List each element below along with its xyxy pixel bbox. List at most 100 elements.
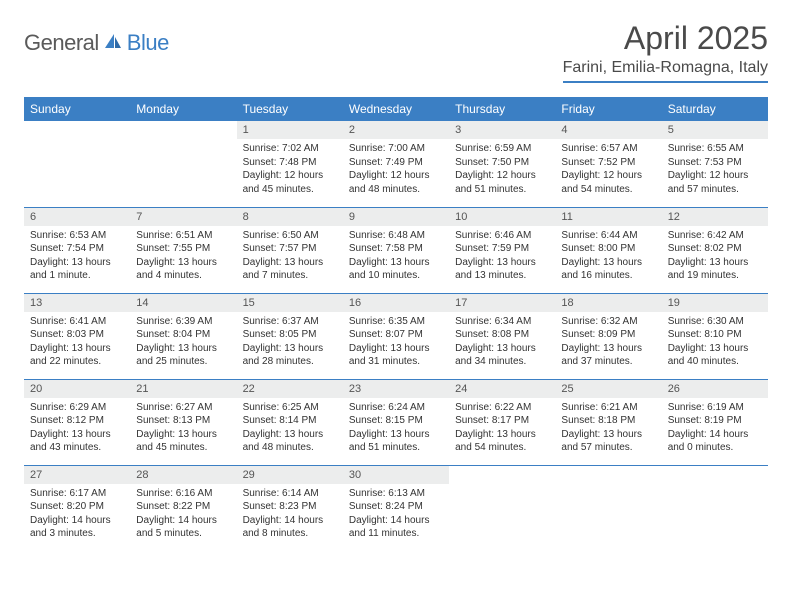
- day-details: Sunrise: 6:44 AMSunset: 8:00 PMDaylight:…: [555, 226, 661, 287]
- sunrise-text: Sunrise: 6:32 AM: [561, 315, 655, 329]
- day-number: 12: [662, 208, 768, 226]
- calendar-day-cell: ..: [555, 465, 661, 551]
- sunrise-text: Sunrise: 6:44 AM: [561, 229, 655, 243]
- sail-icon: [103, 32, 123, 55]
- weekday-header: Saturday: [662, 97, 768, 121]
- day-details: Sunrise: 6:27 AMSunset: 8:13 PMDaylight:…: [130, 398, 236, 459]
- sunset-text: Sunset: 7:53 PM: [668, 156, 762, 170]
- sunrise-text: Sunrise: 6:21 AM: [561, 401, 655, 415]
- sunrise-text: Sunrise: 6:46 AM: [455, 229, 549, 243]
- calendar-day-cell: 21Sunrise: 6:27 AMSunset: 8:13 PMDayligh…: [130, 379, 236, 465]
- calendar-day-cell: 23Sunrise: 6:24 AMSunset: 8:15 PMDayligh…: [343, 379, 449, 465]
- month-title: April 2025: [563, 20, 768, 57]
- daylight-text: Daylight: 14 hours and 8 minutes.: [243, 514, 337, 541]
- sunset-text: Sunset: 7:50 PM: [455, 156, 549, 170]
- day-number: 24: [449, 380, 555, 398]
- daylight-text: Daylight: 13 hours and 51 minutes.: [349, 428, 443, 455]
- day-number: 3: [449, 121, 555, 139]
- day-number: 7: [130, 208, 236, 226]
- sunrise-text: Sunrise: 6:27 AM: [136, 401, 230, 415]
- daylight-text: Daylight: 13 hours and 1 minute.: [30, 256, 124, 283]
- day-number: 30: [343, 466, 449, 484]
- calendar-day-cell: 5Sunrise: 6:55 AMSunset: 7:53 PMDaylight…: [662, 121, 768, 207]
- daylight-text: Daylight: 13 hours and 34 minutes.: [455, 342, 549, 369]
- logo: General Blue: [24, 20, 169, 56]
- day-details: Sunrise: 7:00 AMSunset: 7:49 PMDaylight:…: [343, 139, 449, 200]
- calendar-table: SundayMondayTuesdayWednesdayThursdayFrid…: [24, 97, 768, 551]
- day-number: 4: [555, 121, 661, 139]
- sunset-text: Sunset: 8:17 PM: [455, 414, 549, 428]
- daylight-text: Daylight: 13 hours and 10 minutes.: [349, 256, 443, 283]
- day-details: Sunrise: 6:13 AMSunset: 8:24 PMDaylight:…: [343, 484, 449, 545]
- sunset-text: Sunset: 8:20 PM: [30, 500, 124, 514]
- daylight-text: Daylight: 12 hours and 51 minutes.: [455, 169, 549, 196]
- day-number: 22: [237, 380, 343, 398]
- calendar-day-cell: 19Sunrise: 6:30 AMSunset: 8:10 PMDayligh…: [662, 293, 768, 379]
- calendar-day-cell: 28Sunrise: 6:16 AMSunset: 8:22 PMDayligh…: [130, 465, 236, 551]
- day-number: 28: [130, 466, 236, 484]
- sunrise-text: Sunrise: 7:02 AM: [243, 142, 337, 156]
- daylight-text: Daylight: 12 hours and 57 minutes.: [668, 169, 762, 196]
- day-details: Sunrise: 6:14 AMSunset: 8:23 PMDaylight:…: [237, 484, 343, 545]
- calendar-day-cell: 16Sunrise: 6:35 AMSunset: 8:07 PMDayligh…: [343, 293, 449, 379]
- calendar-day-cell: 13Sunrise: 6:41 AMSunset: 8:03 PMDayligh…: [24, 293, 130, 379]
- calendar-week-row: 20Sunrise: 6:29 AMSunset: 8:12 PMDayligh…: [24, 379, 768, 465]
- day-number: 26: [662, 380, 768, 398]
- day-number: 5: [662, 121, 768, 139]
- day-details: Sunrise: 6:48 AMSunset: 7:58 PMDaylight:…: [343, 226, 449, 287]
- calendar-day-cell: 7Sunrise: 6:51 AMSunset: 7:55 PMDaylight…: [130, 207, 236, 293]
- day-number: 25: [555, 380, 661, 398]
- daylight-text: Daylight: 13 hours and 7 minutes.: [243, 256, 337, 283]
- calendar-day-cell: 18Sunrise: 6:32 AMSunset: 8:09 PMDayligh…: [555, 293, 661, 379]
- day-number: 8: [237, 208, 343, 226]
- sunset-text: Sunset: 8:02 PM: [668, 242, 762, 256]
- calendar-week-row: 27Sunrise: 6:17 AMSunset: 8:20 PMDayligh…: [24, 465, 768, 551]
- sunset-text: Sunset: 8:03 PM: [30, 328, 124, 342]
- day-number: 6: [24, 208, 130, 226]
- sunrise-text: Sunrise: 6:25 AM: [243, 401, 337, 415]
- daylight-text: Daylight: 14 hours and 5 minutes.: [136, 514, 230, 541]
- sunset-text: Sunset: 8:00 PM: [561, 242, 655, 256]
- day-details: Sunrise: 6:34 AMSunset: 8:08 PMDaylight:…: [449, 312, 555, 373]
- day-details: Sunrise: 6:25 AMSunset: 8:14 PMDaylight:…: [237, 398, 343, 459]
- sunrise-text: Sunrise: 6:41 AM: [30, 315, 124, 329]
- sunset-text: Sunset: 8:04 PM: [136, 328, 230, 342]
- calendar-week-row: ....1Sunrise: 7:02 AMSunset: 7:48 PMDayl…: [24, 121, 768, 207]
- daylight-text: Daylight: 13 hours and 13 minutes.: [455, 256, 549, 283]
- sunset-text: Sunset: 7:54 PM: [30, 242, 124, 256]
- weekday-header: Monday: [130, 97, 236, 121]
- daylight-text: Daylight: 13 hours and 19 minutes.: [668, 256, 762, 283]
- daylight-text: Daylight: 13 hours and 31 minutes.: [349, 342, 443, 369]
- sunset-text: Sunset: 8:07 PM: [349, 328, 443, 342]
- title-block: April 2025 Farini, Emilia-Romagna, Italy: [563, 20, 768, 83]
- daylight-text: Daylight: 13 hours and 25 minutes.: [136, 342, 230, 369]
- day-number: 27: [24, 466, 130, 484]
- sunset-text: Sunset: 8:22 PM: [136, 500, 230, 514]
- location: Farini, Emilia-Romagna, Italy: [563, 59, 768, 83]
- daylight-text: Daylight: 13 hours and 57 minutes.: [561, 428, 655, 455]
- sunset-text: Sunset: 8:08 PM: [455, 328, 549, 342]
- sunset-text: Sunset: 7:48 PM: [243, 156, 337, 170]
- sunset-text: Sunset: 7:59 PM: [455, 242, 549, 256]
- calendar-day-cell: 1Sunrise: 7:02 AMSunset: 7:48 PMDaylight…: [237, 121, 343, 207]
- calendar-day-cell: 26Sunrise: 6:19 AMSunset: 8:19 PMDayligh…: [662, 379, 768, 465]
- calendar-day-cell: 11Sunrise: 6:44 AMSunset: 8:00 PMDayligh…: [555, 207, 661, 293]
- daylight-text: Daylight: 13 hours and 28 minutes.: [243, 342, 337, 369]
- calendar-day-cell: 22Sunrise: 6:25 AMSunset: 8:14 PMDayligh…: [237, 379, 343, 465]
- day-number: 10: [449, 208, 555, 226]
- sunset-text: Sunset: 8:13 PM: [136, 414, 230, 428]
- weekday-header: Friday: [555, 97, 661, 121]
- day-details: Sunrise: 6:55 AMSunset: 7:53 PMDaylight:…: [662, 139, 768, 200]
- daylight-text: Daylight: 13 hours and 43 minutes.: [30, 428, 124, 455]
- daylight-text: Daylight: 13 hours and 40 minutes.: [668, 342, 762, 369]
- sunrise-text: Sunrise: 6:35 AM: [349, 315, 443, 329]
- calendar-day-cell: ..: [130, 121, 236, 207]
- sunrise-text: Sunrise: 6:39 AM: [136, 315, 230, 329]
- sunrise-text: Sunrise: 6:29 AM: [30, 401, 124, 415]
- sunset-text: Sunset: 7:58 PM: [349, 242, 443, 256]
- sunset-text: Sunset: 8:15 PM: [349, 414, 443, 428]
- day-details: Sunrise: 6:53 AMSunset: 7:54 PMDaylight:…: [24, 226, 130, 287]
- sunrise-text: Sunrise: 6:51 AM: [136, 229, 230, 243]
- day-number: 18: [555, 294, 661, 312]
- weekday-header: Wednesday: [343, 97, 449, 121]
